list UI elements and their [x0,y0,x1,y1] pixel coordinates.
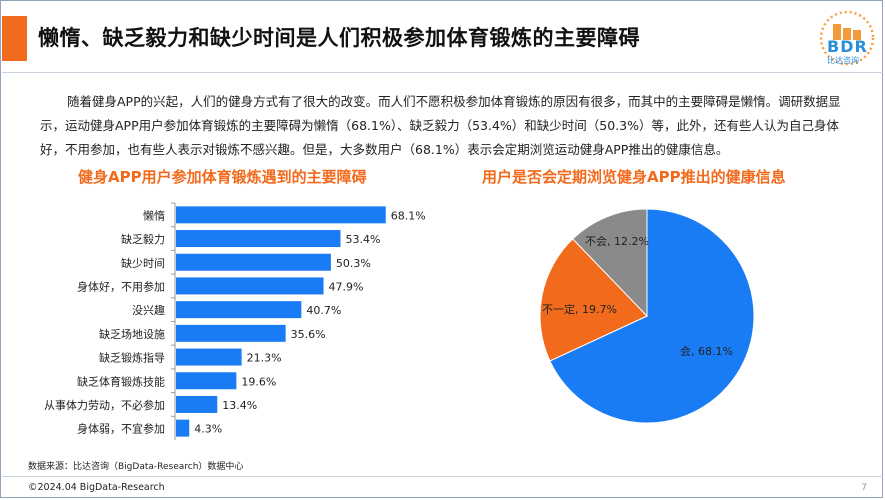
bar [176,419,190,437]
bar [176,277,324,295]
pie-label: 不一定, 19.7% [542,302,617,316]
pie-label: 会, 68.1% [680,345,733,358]
header-divider [2,72,883,73]
data-label: 13.4% [222,399,257,412]
category-label: 懒惰 [143,208,165,222]
category-label: 缺乏体育锻炼技能 [77,374,165,388]
pie-slice [539,238,648,362]
data-label: 68.1% [391,209,426,222]
data-label: 19.6% [241,375,276,388]
bar-chart: 懒惰 68.1% 缺乏毅力 53.4% 缺少时间 50.3% 身体好，不用参加 47.9% 没兴… [44,202,426,440]
category-label: 从事体力劳动，不必参加 [44,398,165,412]
category-label: 缺少时间 [121,256,165,270]
intro-paragraph: 随着健身APP的兴起，人们的健身方式有了很大的改变。而人们不愿积极参加体育锻炼的… [40,94,841,157]
data-label: 21.3% [247,352,282,365]
category-label: 身体弱，不宜参加 [77,422,165,436]
bar [176,253,331,271]
bar [176,206,386,224]
copyright: ©2024.04 BigData-Research [28,482,165,493]
bar [176,301,302,319]
page-number: 7 [861,483,867,493]
pie-chart-title: 用户是否会定期浏览健身APP推出的健康信息 [482,168,786,186]
pie-chart: 会, 68.1% 不一定, 19.7% 不会, 12.2% [539,208,755,424]
logo-text: BDR [827,37,868,56]
page-title: 懒惰、缺乏毅力和缺少时间是人们积极参加体育锻炼的主要障碍 [38,26,640,50]
data-label: 47.9% [329,280,364,293]
category-label: 缺乏锻炼指导 [99,351,165,365]
category-label: 缺乏场地设施 [99,327,165,341]
pie-slice [549,208,755,424]
footer-divider [2,476,883,477]
data-label: 40.7% [306,304,341,317]
data-label: 50.3% [336,257,371,270]
bar [176,348,242,366]
bar [176,324,286,342]
title-accent-bar [2,16,27,61]
bdr-logo-icon [819,10,875,66]
category-label: 没兴趣 [132,303,165,317]
data-label: 35.6% [291,328,326,341]
bar-chart-title: 健身APP用户参加体育锻炼遇到的主要障碍 [78,168,367,186]
pie-label: 不会, 12.2% [585,235,649,248]
bar [176,372,237,390]
bar [176,395,218,413]
pie-slice [572,208,648,318]
data-label: 4.3% [194,423,222,436]
data-source: 数据来源：比达咨询（BigData-Research）数据中心 [28,462,244,472]
data-label: 53.4% [345,233,380,246]
category-label: 身体好，不用参加 [77,279,165,293]
bar [176,230,341,248]
category-label: 缺乏毅力 [121,232,165,246]
logo-subtext: 比达咨询 [827,56,859,65]
